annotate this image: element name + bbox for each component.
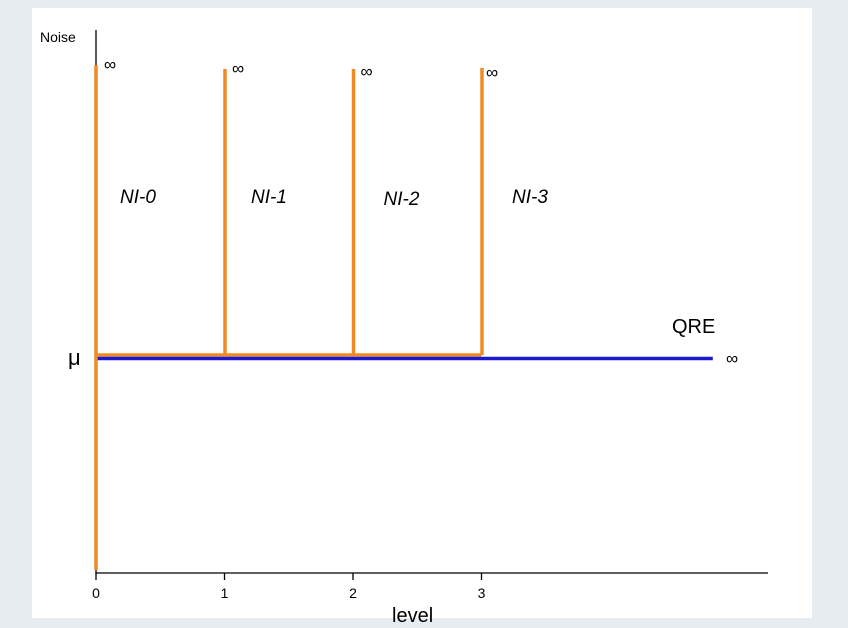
qre-infinity-label: ∞	[726, 349, 738, 368]
plot-frame	[32, 8, 812, 618]
qre-series-label: QRE	[672, 316, 715, 338]
labels: Noise μ level QRE ∞ 0 1 2 3 NI-0 ∞ NI-1 ∞ NI-2 ∞ N…	[40, 29, 738, 627]
marks	[94, 65, 713, 570]
x-tick-label-0: 0	[92, 585, 100, 601]
y-axis-title: Noise	[40, 29, 76, 45]
region-label-ni-3: NI-3	[512, 187, 548, 208]
infinity-label-ni-2: ∞	[361, 62, 373, 81]
infinity-label-ni-3: ∞	[486, 63, 498, 82]
infinity-label-ni-0: ∞	[104, 55, 116, 74]
region-label-ni-1: NI-1	[251, 187, 287, 208]
x-tick-label-3: 3	[478, 585, 486, 601]
x-axis-title: level	[392, 605, 433, 627]
x-tick-label-1: 1	[221, 585, 229, 601]
infinity-label-ni-1: ∞	[232, 59, 244, 78]
region-label-ni-2: NI-2	[384, 189, 420, 210]
mu-label: μ	[68, 345, 81, 370]
x-tick-label-2: 2	[349, 585, 357, 601]
axes	[95, 30, 768, 580]
region-label-ni-0: NI-0	[120, 187, 156, 208]
